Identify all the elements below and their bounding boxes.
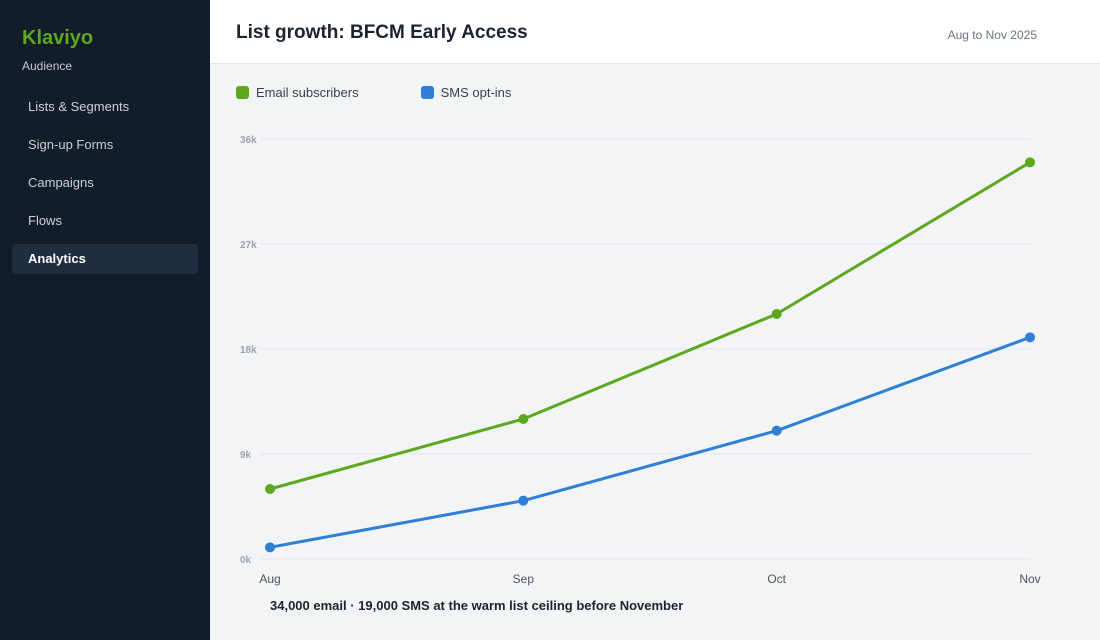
sidebar-item-lists-segments[interactable]: Lists & Segments bbox=[28, 99, 130, 114]
y-tick-label: 27k bbox=[240, 240, 257, 251]
y-tick-label: 9k bbox=[240, 450, 252, 461]
legend-swatch-email bbox=[236, 86, 249, 99]
series-line-sms bbox=[268, 335, 1032, 549]
data-point-sms bbox=[771, 425, 782, 436]
legend-label-sms: SMS opt-ins bbox=[440, 85, 512, 100]
legend-item-sms[interactable]: SMS opt-ins bbox=[420, 85, 512, 100]
x-tick-label: Sep bbox=[513, 572, 535, 586]
sidebar: Klaviyo Audience Lists & Segments Sign-u… bbox=[0, 0, 210, 640]
line-chart: 0k 9k 18k 27k 36k Aug Sep Oct Nov bbox=[240, 135, 1041, 586]
brand-logo[interactable]: Klaviyo bbox=[22, 27, 94, 49]
chart-legend: Email subscribers SMS opt-ins bbox=[236, 85, 573, 100]
sidebar-nav: Lists & Segments Sign-up Forms Campaigns… bbox=[12, 92, 198, 282]
data-point-email bbox=[771, 309, 782, 319]
legend-item-email[interactable]: Email subscribers bbox=[236, 85, 359, 100]
sidebar-item-flows[interactable]: Flows bbox=[28, 213, 62, 228]
x-tick-label: Aug bbox=[259, 572, 280, 586]
main-panel: List growth: BFCM Early Access Aug to No… bbox=[210, 0, 1100, 640]
y-tick-label: 36k bbox=[240, 135, 257, 146]
data-point-sms bbox=[265, 542, 275, 553]
sidebar-item-campaigns[interactable]: Campaigns bbox=[28, 175, 94, 190]
series-line-email bbox=[268, 160, 1032, 491]
sidebar-item-analytics[interactable]: Analytics bbox=[12, 244, 198, 274]
y-tick-label: 18k bbox=[240, 345, 257, 356]
legend-swatch-sms bbox=[420, 86, 434, 99]
data-point-sms bbox=[518, 495, 529, 506]
page-header: List growth: BFCM Early Access Aug to No… bbox=[210, 0, 1100, 64]
sidebar-item-signup-forms[interactable]: Sign-up Forms bbox=[28, 137, 114, 152]
legend-label-email: Email subscribers bbox=[256, 85, 359, 100]
data-point-sms bbox=[1025, 332, 1035, 343]
chart-footnote: 34,000 email · 19,000 SMS at the warm li… bbox=[270, 598, 684, 613]
data-point-email bbox=[265, 484, 275, 494]
data-point-email bbox=[518, 414, 529, 424]
y-tick-label: 0k bbox=[240, 555, 252, 566]
x-tick-label: Oct bbox=[767, 572, 786, 586]
page-title: List growth: BFCM Early Access bbox=[236, 22, 528, 43]
brand-subtitle: Audience bbox=[22, 59, 73, 73]
data-point-email bbox=[1025, 157, 1035, 168]
date-range[interactable]: Aug to Nov 2025 bbox=[947, 28, 1037, 42]
x-tick-label: Nov bbox=[1019, 572, 1040, 586]
